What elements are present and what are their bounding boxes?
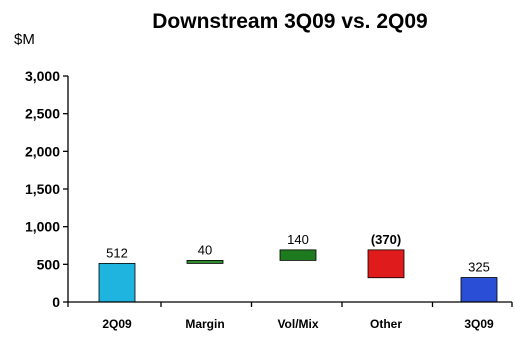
data-label: 40: [198, 242, 212, 257]
bar-margin: [186, 260, 224, 264]
x-axis: 2Q09 Margin Vol/Mix Other 3Q09: [67, 301, 513, 331]
x-tick-label: 2Q09: [102, 317, 132, 331]
bar-other: [367, 249, 405, 279]
y-tick-label: 1,500: [25, 181, 60, 197]
x-tick-label: Margin: [185, 317, 224, 331]
y-tick-label: 3,000: [25, 68, 60, 84]
y-tick-label: 1,000: [25, 219, 60, 235]
x-tick-label: Other: [370, 317, 402, 331]
y-tick-label: 2,500: [25, 106, 60, 122]
data-label: (370): [371, 232, 401, 247]
chart-title: Downstream 3Q09 vs. 2Q09: [152, 10, 427, 33]
bar-3q09: [460, 277, 498, 303]
bar-2q09: [98, 263, 136, 303]
y-tick-label: 0: [52, 294, 60, 310]
y-axis: 0 500 1,000 1,500 2,000 2,500 3,000: [25, 68, 69, 310]
y-tick-label: 500: [37, 256, 61, 272]
data-label: 512: [106, 245, 128, 260]
unit-label: $M: [14, 31, 35, 48]
bar-vol-mix: [279, 249, 317, 261]
data-label: 140: [287, 232, 309, 247]
x-tick-label: Vol/Mix: [277, 317, 318, 331]
bars: 512 40 140 (370) 325: [98, 232, 498, 303]
data-label: 325: [468, 260, 490, 275]
y-tick-label: 2,000: [25, 143, 60, 159]
x-tick-label: 3Q09: [464, 317, 494, 331]
